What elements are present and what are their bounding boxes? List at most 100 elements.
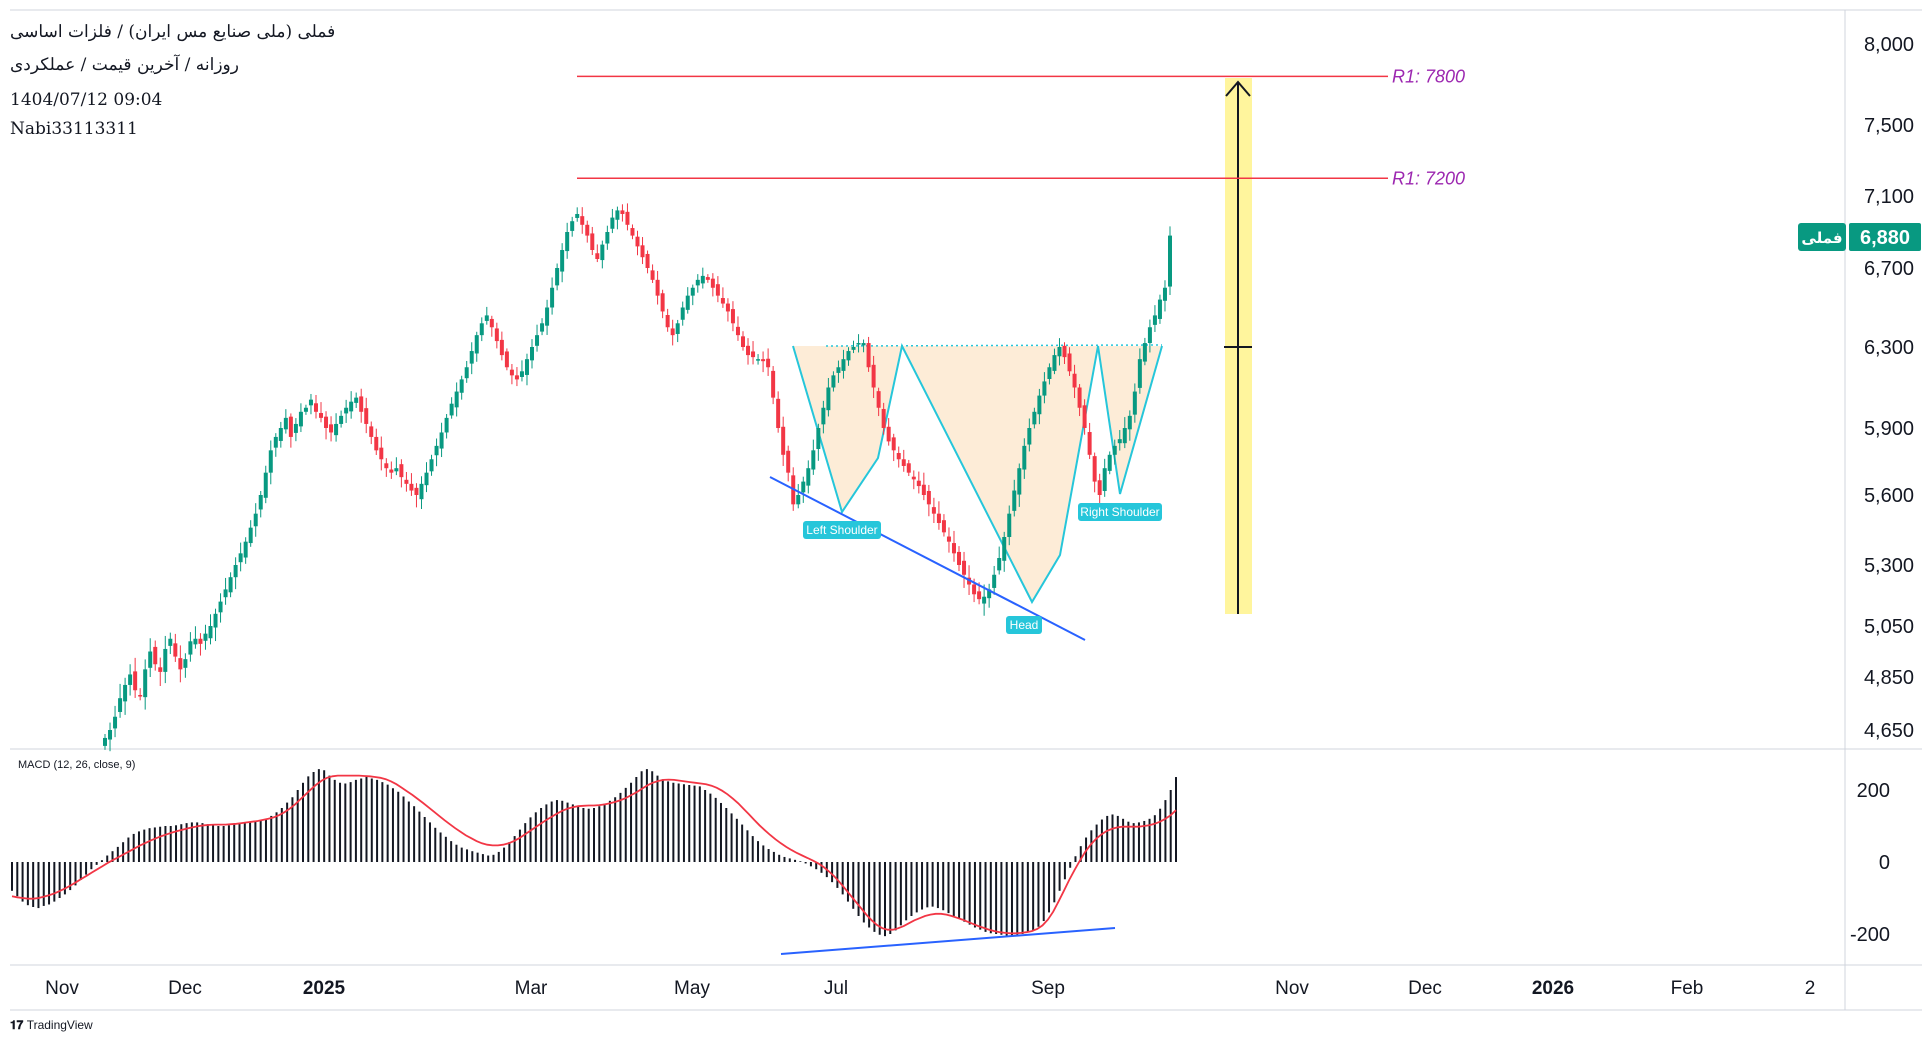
candle	[509, 364, 514, 385]
time-tick-label: Feb	[1671, 978, 1704, 999]
target-arrow-head	[1225, 80, 1251, 97]
candle	[334, 413, 339, 442]
time-tick-label: Mar	[515, 978, 548, 999]
candle	[429, 454, 434, 476]
candle	[896, 446, 901, 468]
price-axis[interactable]: 8,000 7,500 7,100 6,700 6,300 5,900 5,600 5,300…	[1864, 34, 1914, 742]
candle	[1057, 338, 1062, 366]
candle	[746, 338, 751, 365]
candle	[640, 237, 645, 265]
candle	[951, 530, 956, 562]
candle	[555, 263, 560, 291]
candle	[931, 497, 936, 523]
time-axis[interactable]: Nov Dec 2025 Mar May Jul Sep Nov Dec 2026 Feb 2	[45, 978, 1815, 999]
candle	[384, 458, 389, 477]
candle	[228, 572, 233, 598]
candle	[248, 520, 253, 547]
candle	[504, 348, 509, 371]
pattern-label-text: Head	[1010, 618, 1039, 632]
level-label: R1: 7800	[1392, 66, 1465, 86]
candle	[1168, 226, 1172, 296]
level-label: R1: 7200	[1392, 168, 1465, 188]
candle	[469, 342, 474, 375]
pattern-label-text: Left Shoulder	[806, 523, 877, 537]
candle	[740, 331, 745, 351]
last-price-tag: فملی 6,880	[1798, 223, 1921, 251]
candle	[580, 207, 585, 234]
candle	[720, 287, 725, 308]
time-tick-label: Nov	[1275, 978, 1309, 999]
candle	[660, 289, 665, 319]
macd-trendline[interactable]	[780, 927, 1116, 955]
candle	[464, 360, 469, 383]
target-measure[interactable]	[1224, 78, 1252, 614]
candle	[389, 461, 394, 479]
macd-panel	[11, 769, 1177, 937]
price-tick-label: 6,300	[1864, 337, 1914, 359]
candle	[519, 360, 524, 382]
candle	[891, 433, 896, 462]
candle	[163, 635, 168, 684]
candle	[625, 203, 630, 231]
candle	[203, 624, 208, 650]
time-tick-label: Dec	[168, 978, 202, 999]
candle	[1007, 505, 1012, 546]
candle	[936, 501, 941, 530]
candle	[545, 299, 550, 335]
candle	[1027, 418, 1032, 452]
candle	[921, 472, 926, 501]
time-tick-label: Nov	[45, 978, 79, 999]
candle	[771, 366, 776, 405]
candle	[494, 322, 499, 349]
candle	[399, 459, 404, 488]
pattern-label[interactable]: Head	[1006, 616, 1042, 634]
candle	[1092, 452, 1097, 493]
candle	[1052, 348, 1057, 375]
candle	[735, 316, 740, 341]
candle	[288, 413, 293, 448]
price-tick-label: 4,850	[1864, 667, 1914, 689]
price-tick-label: 4,650	[1864, 720, 1914, 742]
price-tick-label: 7,100	[1864, 186, 1914, 208]
candle	[962, 551, 967, 588]
candle	[273, 433, 278, 457]
candle	[218, 593, 223, 623]
pattern-label[interactable]: Right Shoulder	[1078, 503, 1162, 521]
price-tick-label: 5,050	[1864, 616, 1914, 638]
price-trendline[interactable]	[769, 476, 1086, 641]
candle	[540, 318, 545, 336]
candle	[831, 371, 836, 392]
candle	[876, 387, 881, 417]
candle	[600, 240, 605, 269]
candle	[675, 319, 680, 343]
candle	[148, 638, 153, 677]
candle	[1157, 294, 1162, 324]
candle	[730, 301, 735, 332]
tradingview-logo[interactable]: 𝟏𝟕 TradingView	[10, 1018, 93, 1033]
candle	[801, 476, 806, 503]
candle	[1102, 458, 1107, 497]
candle	[459, 375, 464, 400]
candle	[650, 264, 655, 284]
time-tick-label: Jul	[824, 978, 848, 999]
macd-tick-label: -200	[1850, 924, 1890, 946]
macd-label: MACD (12, 26, close, 9)	[18, 759, 135, 771]
candle	[957, 546, 962, 572]
candle	[414, 483, 419, 508]
candle	[530, 339, 535, 369]
candle	[781, 416, 786, 466]
candle	[253, 503, 258, 537]
candle	[630, 224, 635, 240]
candle	[278, 421, 283, 448]
candle	[293, 418, 298, 442]
candle	[811, 439, 816, 475]
pattern-label[interactable]: Left Shoulder	[803, 521, 881, 539]
candle	[906, 459, 911, 477]
candle	[133, 657, 138, 698]
macd-axis[interactable]: 200 0 -200	[1850, 780, 1890, 946]
candle	[113, 705, 118, 738]
candle	[354, 392, 359, 408]
candle	[680, 301, 685, 326]
candle	[1097, 473, 1102, 504]
